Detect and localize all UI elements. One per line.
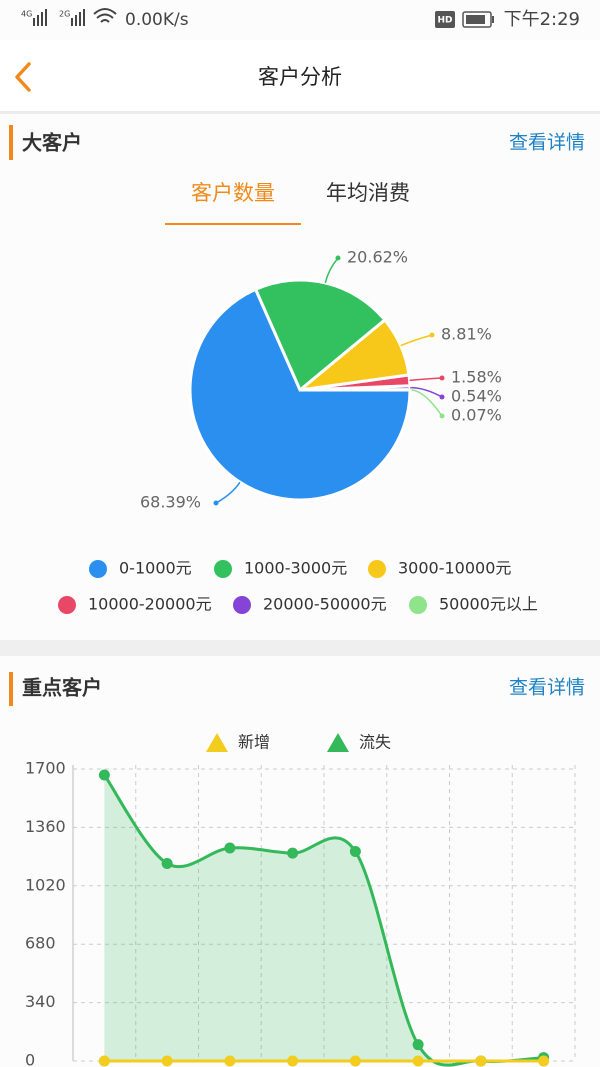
signal-icon xyxy=(75,15,77,26)
legend-marker xyxy=(214,560,232,578)
detail-link[interactable]: 查看详情 xyxy=(509,677,585,699)
point xyxy=(98,1055,110,1067)
battery-tip xyxy=(492,16,494,23)
battery-icon xyxy=(462,11,492,28)
legend-marker xyxy=(327,733,349,752)
legend-label: 0-1000元 xyxy=(119,559,192,578)
section-title: 大客户 xyxy=(22,131,82,155)
detail-link[interactable]: 查看详情 xyxy=(509,132,585,154)
leader-dot xyxy=(439,394,445,400)
point xyxy=(161,1055,173,1067)
data-label: 20.62% xyxy=(347,248,408,267)
legend-marker xyxy=(233,596,251,614)
point xyxy=(287,847,299,859)
data-label: 68.39% xyxy=(140,493,201,512)
signal-icon xyxy=(37,15,39,26)
point xyxy=(412,1055,424,1067)
point xyxy=(349,1055,361,1067)
y-tick-label: 1360 xyxy=(25,817,66,836)
wifi-icon xyxy=(93,8,117,23)
legend-label: 50000元以上 xyxy=(439,595,538,614)
point xyxy=(538,1055,550,1067)
network-label: 2G xyxy=(59,10,70,19)
legend-marker xyxy=(206,733,228,752)
leader-line xyxy=(409,386,443,398)
legend-label: 20000-50000元 xyxy=(263,595,387,614)
y-tick-label: 1700 xyxy=(25,759,66,778)
legend-marker xyxy=(89,560,107,578)
signal-icon xyxy=(41,12,43,26)
leader-dot xyxy=(335,255,341,261)
y-tick-label: 340 xyxy=(25,992,56,1011)
signal-icon xyxy=(79,12,81,26)
battery-level xyxy=(466,15,485,24)
signal-icon xyxy=(45,9,47,26)
page-title: 客户分析 xyxy=(258,65,342,89)
data-label: 0.07% xyxy=(451,406,502,425)
leader-line xyxy=(409,389,443,417)
point xyxy=(161,857,173,869)
hd-badge xyxy=(435,11,455,28)
data-label: 0.54% xyxy=(451,387,502,406)
signal-icon xyxy=(83,9,85,26)
pie-chart: 0.07%0.54%1.58% 8.81% 20.62% 68.39% 0-1000元 1… xyxy=(58,248,538,614)
point xyxy=(475,1055,487,1067)
legend-label: 3000-10000元 xyxy=(398,559,511,578)
tab[interactable]: 年均消费 xyxy=(326,181,410,205)
y-tick-label: 0 xyxy=(25,1051,35,1067)
signal-icon xyxy=(33,18,35,26)
legend-label: 10000-20000元 xyxy=(88,595,212,614)
leader-dot xyxy=(213,500,219,506)
line-chart: 0 340 680 1020 1360 1700 新增 流失 xyxy=(25,733,576,1067)
y-tick-label: 1020 xyxy=(25,875,66,894)
leader-line xyxy=(409,377,443,382)
y-tick-label: 680 xyxy=(25,934,56,953)
hd-label: HD xyxy=(437,16,452,26)
network-label: 4G xyxy=(21,10,32,19)
point xyxy=(98,769,110,781)
point xyxy=(224,842,236,854)
legend-label: 新增 xyxy=(238,733,270,752)
back-button[interactable] xyxy=(15,62,31,92)
data-label: 8.81% xyxy=(441,325,492,344)
legend-marker xyxy=(368,560,386,578)
legend-marker xyxy=(58,596,76,614)
point xyxy=(412,1039,424,1051)
point xyxy=(287,1055,299,1067)
legend-marker xyxy=(409,596,427,614)
clock: 下午2:29 xyxy=(504,9,580,30)
app-bar xyxy=(0,40,600,112)
data-label: 1.58% xyxy=(451,368,502,387)
area xyxy=(104,775,544,1066)
point xyxy=(349,845,361,857)
leader-dot xyxy=(439,375,445,381)
section-accent xyxy=(9,125,13,160)
leader-dot xyxy=(439,413,445,419)
section-divider xyxy=(0,640,600,656)
tab-active[interactable]: 客户数量 xyxy=(191,181,275,205)
leader-line xyxy=(215,481,241,504)
status-bar: 4G 2G 0.00K/s HD 下午2:29 xyxy=(21,8,580,30)
point xyxy=(224,1055,236,1067)
network-speed: 0.00K/s xyxy=(125,10,189,30)
signal-icon xyxy=(71,18,73,26)
app-bar-shadow xyxy=(0,111,600,114)
legend-label: 流失 xyxy=(359,733,391,752)
section-accent xyxy=(9,672,13,706)
leader-line xyxy=(400,334,433,347)
leader-dot xyxy=(429,332,435,338)
section-title: 重点客户 xyxy=(22,676,102,700)
pie-slice xyxy=(188,287,412,502)
tab-indicator xyxy=(165,223,301,225)
legend-label: 1000-3000元 xyxy=(244,559,347,578)
